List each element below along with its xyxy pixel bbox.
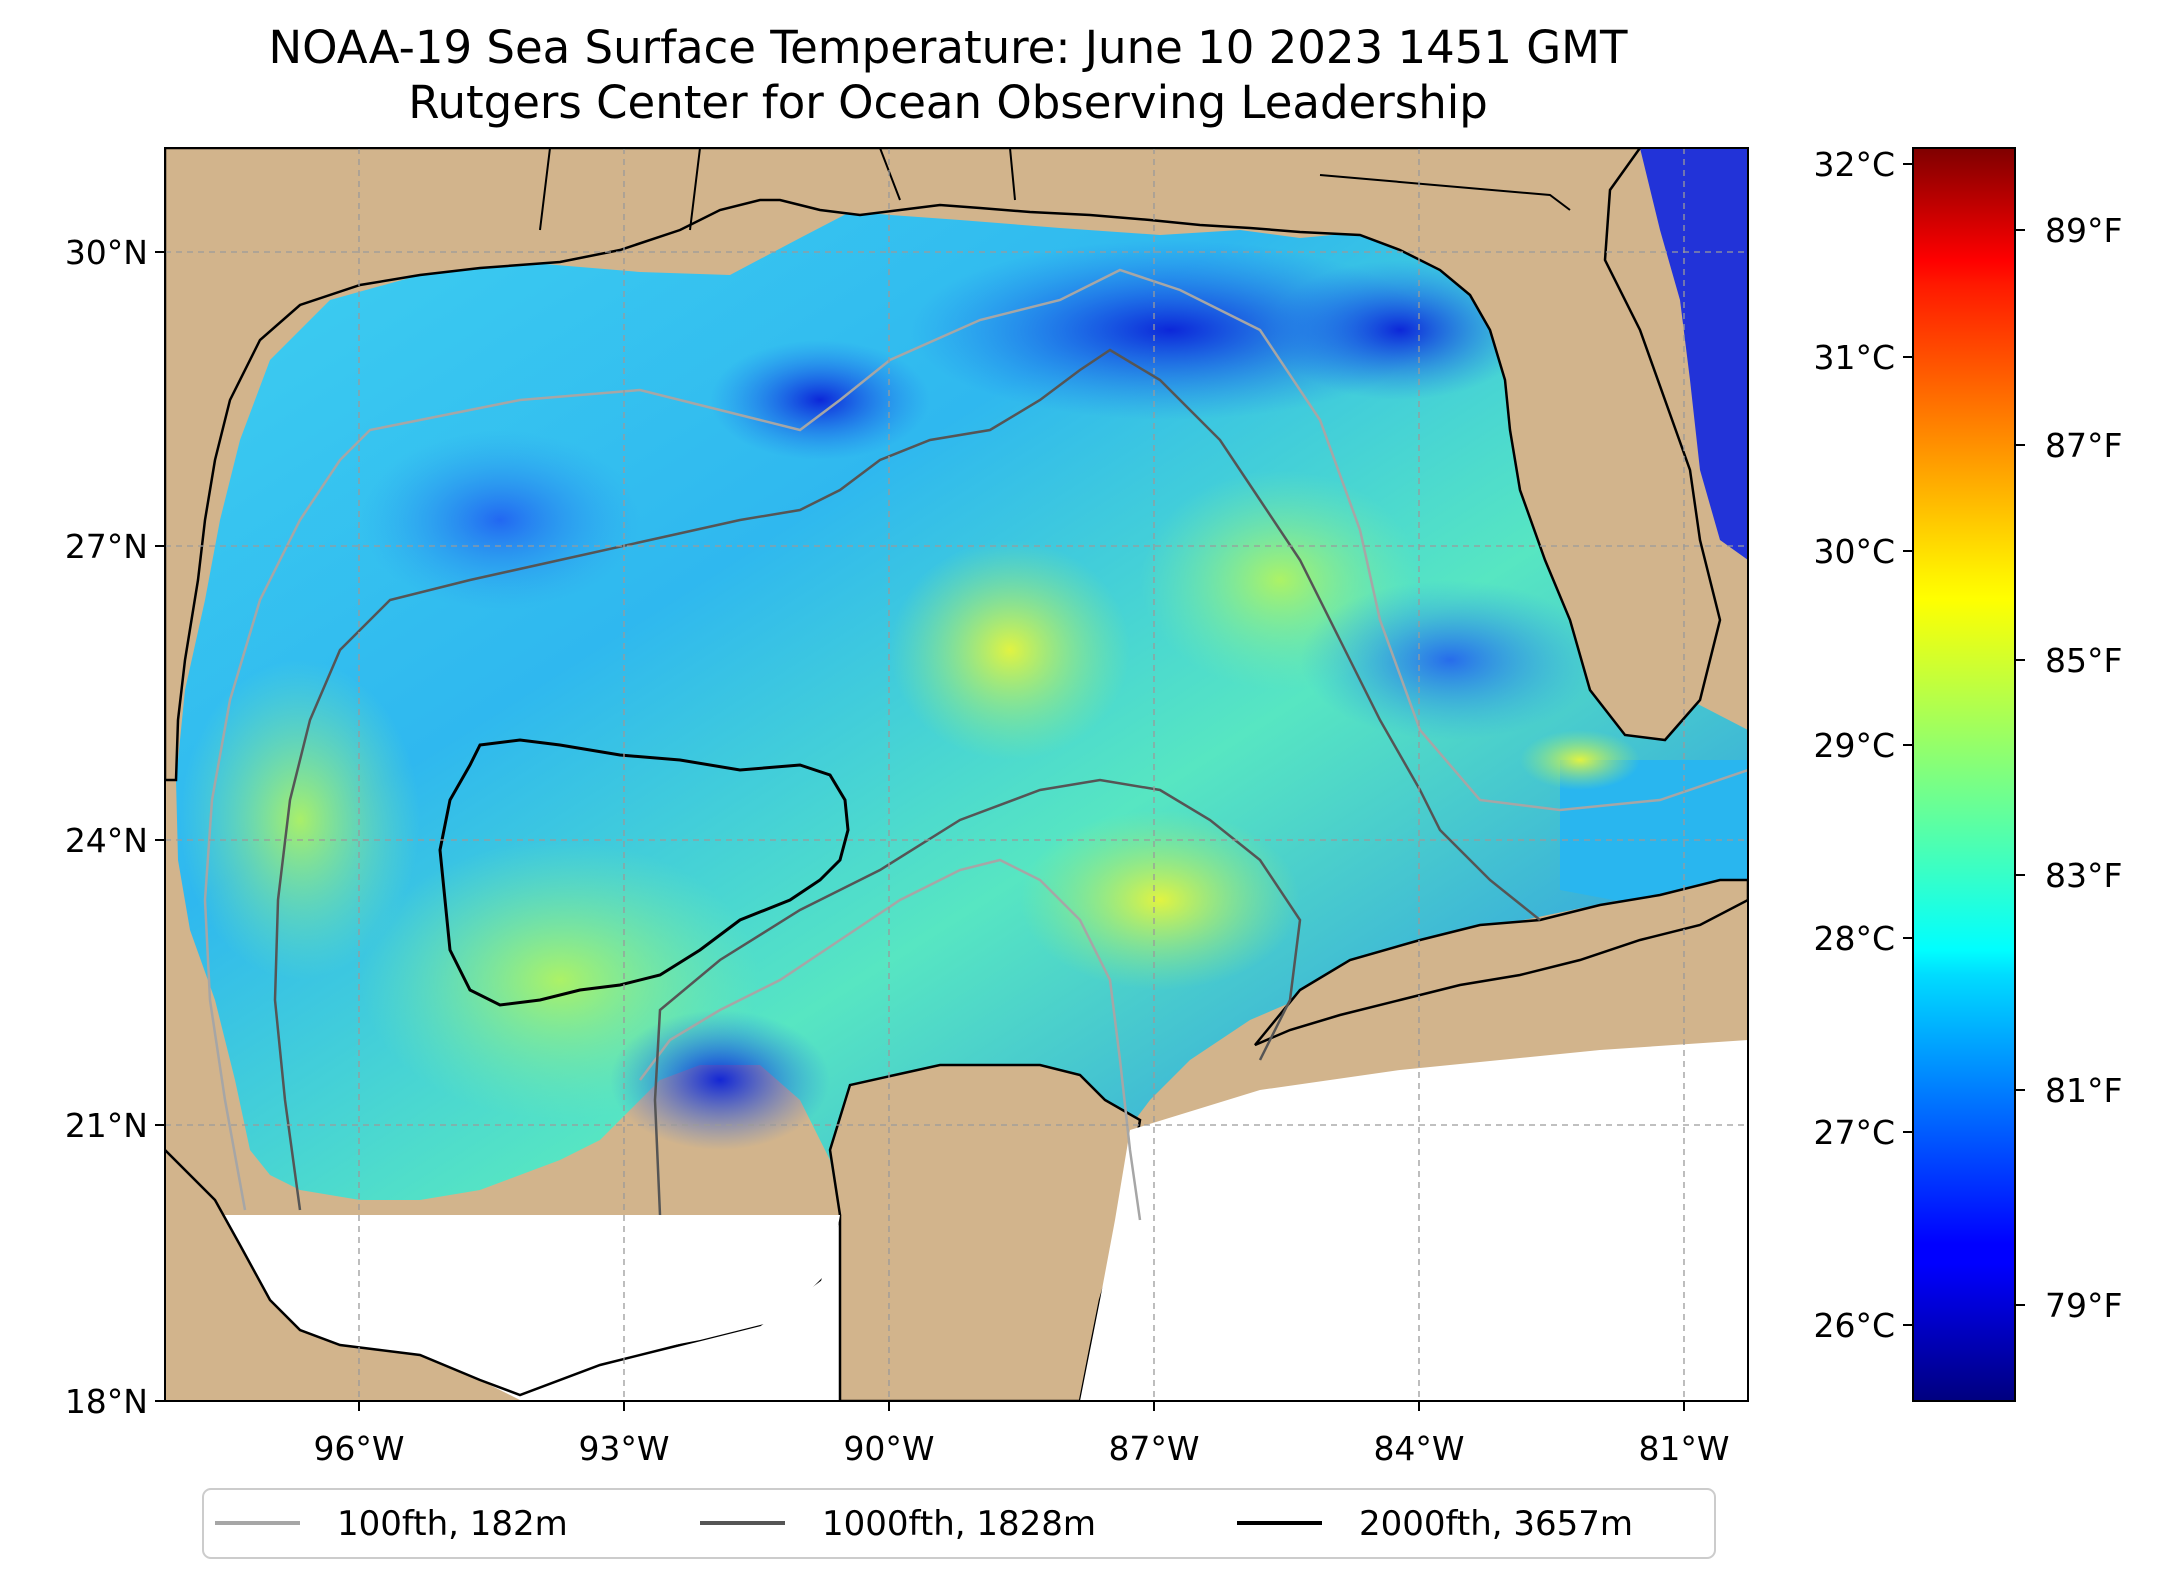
florida-straits-sst [1560, 760, 1748, 905]
longitude-axis: 96°W 93°W 90°W 87°W 84°W 81°W [313, 1401, 1730, 1468]
fahrenheit-tick-label: 89°F [2045, 211, 2122, 250]
fahrenheit-tick-label: 83°F [2045, 856, 2122, 895]
lon-tick-label: 93°W [578, 1429, 669, 1468]
fahrenheit-tick-label: 79°F [2045, 1286, 2122, 1325]
legend-box [202, 1488, 1716, 1559]
celsius-tick-label: 29°C [1813, 726, 1895, 765]
isobath-legend: 100fth, 182m 1000fth, 1828m 2000fth, 365… [202, 1488, 1716, 1559]
celsius-tick-label: 31°C [1813, 338, 1895, 377]
celsius-tick-label: 28°C [1813, 919, 1895, 958]
fahrenheit-tick-label: 87°F [2045, 426, 2122, 465]
cuba-land [1254, 878, 1748, 1047]
lat-tick-label: 27°N [65, 527, 148, 566]
legend-label-100fth: 100fth, 182m [337, 1504, 568, 1544]
map-subtitle: Rutgers Center for Ocean Observing Leade… [408, 76, 1488, 129]
celsius-tick-label: 27°C [1813, 1113, 1895, 1152]
isobath-2000fth [438, 738, 850, 1007]
lon-tick-label: 84°W [1373, 1429, 1464, 1468]
fahrenheit-tick-label: 81°F [2045, 1071, 2122, 1110]
bay-of-campeche-white [300, 1215, 840, 1385]
map-title: NOAA-19 Sea Surface Temperature: June 10… [268, 21, 1628, 74]
legend-label-1000fth: 1000fth, 1828m [822, 1504, 1096, 1544]
florida-land [165, 148, 1722, 782]
caribbean-white [1080, 1040, 1748, 1401]
yucatan-land [828, 1063, 1142, 1401]
mexico-land [165, 1150, 520, 1401]
colorbar: 32°C 31°C 30°C 29°C 28°C 27°C 26°C 89°F … [1813, 145, 2122, 1402]
isobath-1000fth-loop [653, 778, 1302, 1216]
celsius-tick-label: 26°C [1813, 1306, 1895, 1345]
map-panel [165, 148, 1748, 1401]
lon-tick-label: 96°W [313, 1429, 404, 1468]
state-borders [539, 148, 1571, 231]
isobath-1000fth [273, 348, 1541, 1211]
atlantic-sst-field [1640, 148, 1748, 560]
isobath-100fth-yucatan [639, 858, 1142, 1221]
lat-tick-label: 18°N [65, 1382, 148, 1421]
fahrenheit-tick-label: 85°F [2045, 641, 2122, 680]
latitude-axis: 30°N 27°N 24°N 21°N 18°N [65, 233, 165, 1421]
lat-tick-label: 24°N [65, 821, 148, 860]
lon-tick-label: 81°W [1638, 1429, 1729, 1468]
lat-tick-label: 21°N [65, 1106, 148, 1145]
lon-tick-label: 87°W [1108, 1429, 1199, 1468]
celsius-tick-label: 30°C [1813, 532, 1895, 571]
map-frame [164, 147, 1749, 1402]
celsius-tick-label: 32°C [1813, 145, 1895, 184]
lon-tick-label: 90°W [843, 1429, 934, 1468]
lat-tick-label: 30°N [65, 233, 148, 272]
isobath-100fth [203, 268, 1748, 1211]
legend-label-2000fth: 2000fth, 3657m [1359, 1504, 1633, 1544]
colorbar-gradient [1912, 147, 2016, 1402]
